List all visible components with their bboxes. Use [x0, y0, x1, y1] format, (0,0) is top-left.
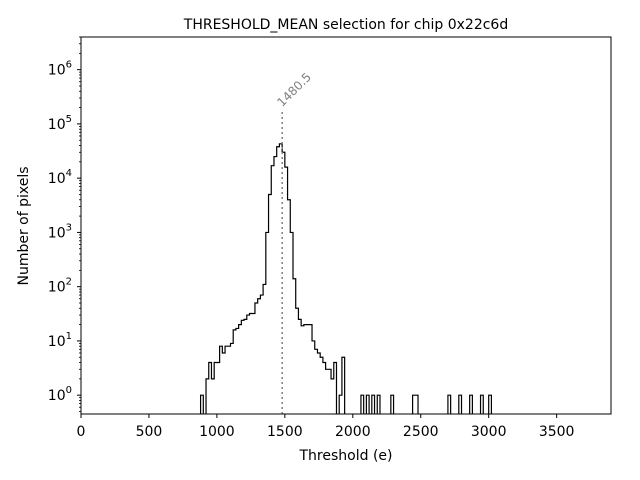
x-tick-label: 2000 — [335, 424, 371, 440]
histogram-bin — [293, 279, 296, 414]
histogram-bin — [250, 314, 253, 414]
histogram-bin — [331, 379, 334, 414]
chart-title: THRESHOLD_MEAN selection for chip 0x22c6… — [183, 17, 508, 33]
histogram-bin — [274, 157, 277, 414]
histogram-bin — [304, 325, 307, 414]
histogram-bin — [309, 325, 312, 414]
y-axis: 100 101 102 103 104 105 106 — [48, 36, 81, 412]
histogram-bin — [448, 395, 451, 414]
histogram-bin — [241, 320, 244, 414]
x-tick-label: 2500 — [403, 424, 439, 440]
histogram-bin — [269, 195, 272, 414]
histogram-bin — [326, 369, 329, 414]
x-tick-label: 0 — [77, 424, 86, 440]
histogram-bin — [312, 341, 315, 414]
y-axis-title: Number of pixels — [16, 166, 32, 285]
histogram-bin — [377, 395, 380, 414]
histogram-bin — [459, 395, 462, 414]
histogram-bin — [217, 363, 220, 414]
x-axis-title: Threshold (e) — [299, 448, 393, 464]
histogram-bin — [211, 379, 214, 414]
histogram-bin — [285, 167, 288, 414]
histogram-bin — [225, 346, 228, 414]
histogram-bin — [222, 353, 225, 414]
histogram-bin — [342, 357, 345, 414]
y-tick-label: 103 — [48, 222, 72, 241]
histogram-bin — [266, 232, 269, 414]
histogram-bin — [258, 299, 261, 414]
y-tick-label: 102 — [48, 277, 72, 296]
histogram-bin — [244, 319, 247, 414]
histogram-bin — [339, 395, 342, 414]
histogram-bin — [334, 363, 337, 414]
histogram-bin — [470, 395, 473, 414]
histogram-bin — [298, 319, 301, 414]
histogram-bin — [214, 363, 217, 414]
plot-area: 1480.5 — [199, 70, 493, 414]
histogram-bin — [209, 363, 212, 414]
histogram-bin — [247, 315, 250, 414]
histogram-bin — [228, 346, 231, 414]
histogram-bin — [489, 395, 492, 414]
histogram-bin — [366, 395, 369, 414]
histogram-bin — [415, 395, 418, 414]
histogram-outline — [199, 143, 493, 414]
histogram-bin — [320, 357, 323, 414]
x-tick-label: 1000 — [199, 424, 235, 440]
x-axis: 0 500 1000 1500 2000 2500 3000 3500 — [77, 414, 575, 440]
histogram-bin — [260, 295, 263, 414]
x-tick-label: 3000 — [471, 424, 507, 440]
histogram-bin — [290, 232, 293, 414]
histogram-bin — [230, 343, 233, 414]
plot-frame — [80, 36, 612, 415]
histogram-bin — [317, 353, 320, 414]
y-tick-label: 100 — [48, 385, 72, 404]
histogram-bin — [328, 369, 331, 414]
histogram-bin — [391, 395, 394, 414]
histogram-bin — [236, 328, 239, 414]
histogram-bin — [361, 395, 364, 414]
histogram-bin — [220, 346, 223, 414]
histogram-bin — [271, 166, 274, 414]
histogram-bin — [201, 395, 204, 414]
histogram-bin — [372, 395, 375, 414]
histogram-bin — [307, 325, 310, 414]
histogram-bin — [206, 379, 209, 414]
histogram-bin — [301, 326, 304, 414]
y-tick-label: 101 — [48, 331, 72, 350]
y-tick-label: 104 — [48, 168, 72, 187]
histogram-bin — [296, 308, 299, 414]
histogram-bin — [323, 363, 326, 414]
histogram-bin — [315, 349, 318, 414]
x-tick-label: 1500 — [267, 424, 303, 440]
histogram-bin — [481, 395, 484, 414]
threshold-vline-label: 1480.5 — [274, 70, 314, 110]
y-tick-label: 105 — [48, 114, 72, 133]
histogram-bin — [255, 303, 258, 414]
y-tick-label: 106 — [48, 60, 72, 79]
histogram-bin — [413, 395, 416, 414]
histogram-bin — [277, 147, 280, 414]
histogram-bin — [239, 325, 242, 414]
histogram-bin — [263, 284, 266, 414]
histogram-bin — [233, 330, 236, 414]
histogram-bin — [288, 200, 291, 414]
x-tick-label: 3500 — [539, 424, 575, 440]
x-tick-label: 500 — [136, 424, 163, 440]
histogram-bin — [252, 314, 255, 414]
